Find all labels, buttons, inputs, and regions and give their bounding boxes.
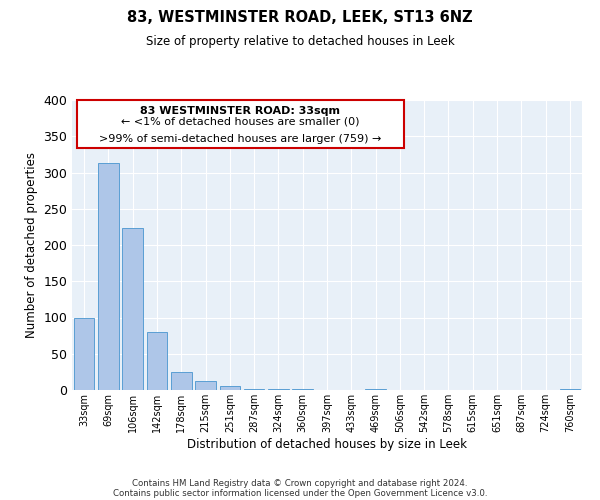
X-axis label: Distribution of detached houses by size in Leek: Distribution of detached houses by size … (187, 438, 467, 450)
Text: 83 WESTMINSTER ROAD: 33sqm: 83 WESTMINSTER ROAD: 33sqm (140, 106, 340, 116)
Text: 83, WESTMINSTER ROAD, LEEK, ST13 6NZ: 83, WESTMINSTER ROAD, LEEK, ST13 6NZ (127, 10, 473, 25)
Text: Contains HM Land Registry data © Crown copyright and database right 2024.: Contains HM Land Registry data © Crown c… (132, 478, 468, 488)
Text: Contains public sector information licensed under the Open Government Licence v3: Contains public sector information licen… (113, 488, 487, 498)
Bar (146, 332, 167, 390)
Bar (244, 388, 265, 390)
FancyBboxPatch shape (77, 100, 404, 148)
Bar (122, 228, 143, 390)
Bar (195, 380, 216, 390)
Bar (98, 163, 119, 390)
Bar (74, 318, 94, 390)
Bar (365, 388, 386, 390)
Bar (220, 386, 240, 390)
Bar (292, 388, 313, 390)
Bar (560, 388, 580, 390)
Bar (171, 372, 191, 390)
Text: >99% of semi-detached houses are larger (759) →: >99% of semi-detached houses are larger … (99, 134, 382, 144)
Text: ← <1% of detached houses are smaller (0): ← <1% of detached houses are smaller (0) (121, 116, 359, 126)
Bar (268, 388, 289, 390)
Text: Size of property relative to detached houses in Leek: Size of property relative to detached ho… (146, 35, 454, 48)
Y-axis label: Number of detached properties: Number of detached properties (25, 152, 38, 338)
